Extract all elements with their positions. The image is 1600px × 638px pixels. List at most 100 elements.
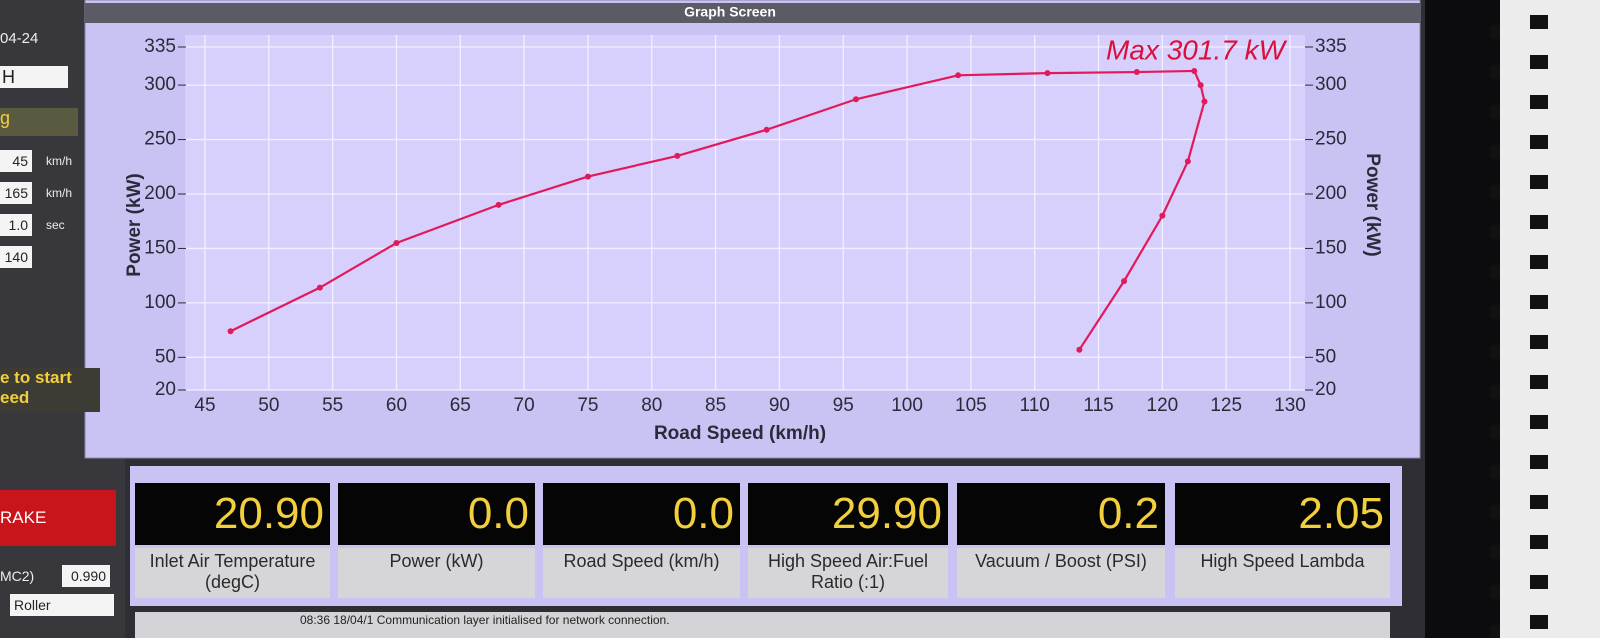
x-tick-label: 45 bbox=[194, 395, 215, 416]
gauge-label: High Speed Air:Fuel Ratio (:1) bbox=[748, 548, 948, 598]
gauge: 2.05 High Speed Lambda bbox=[1175, 483, 1390, 598]
field-unit: sec bbox=[46, 218, 65, 232]
field-value[interactable]: 1.0 bbox=[0, 214, 32, 236]
x-tick-label: 75 bbox=[577, 395, 598, 416]
y2-tick-label: 335 bbox=[1315, 36, 1347, 57]
gauge-value: 20.90 bbox=[135, 483, 330, 545]
chart: 45 50 55 60 65 70 75 80 85 90 95 100 105 110 115 120 125… bbox=[124, 34, 1383, 444]
gauge-value: 2.05 bbox=[1175, 483, 1390, 545]
roller[interactable]: Roller bbox=[10, 594, 114, 616]
y-tick-label: 300 bbox=[144, 74, 176, 95]
status-bar bbox=[135, 612, 1390, 638]
wall-hole bbox=[1530, 455, 1548, 469]
gauge-value: 29.90 bbox=[748, 483, 948, 545]
y-tick-label: 150 bbox=[144, 237, 176, 258]
y2-tick-label: 300 bbox=[1315, 74, 1347, 95]
y-tick-label: 100 bbox=[144, 292, 176, 313]
wall-hole bbox=[1530, 375, 1548, 389]
wall-hole bbox=[1530, 295, 1548, 309]
x-tick-label: 50 bbox=[258, 395, 279, 416]
gauge: 29.90 High Speed Air:Fuel Ratio (:1) bbox=[748, 483, 948, 598]
field-unit: km/h bbox=[46, 154, 73, 168]
wall-hole bbox=[1490, 545, 1500, 559]
x-tick-label: 55 bbox=[322, 395, 343, 416]
data-point bbox=[1076, 346, 1083, 353]
y2-tick-label: 250 bbox=[1315, 129, 1347, 150]
data-point bbox=[1159, 212, 1166, 219]
date: 04-24 bbox=[0, 30, 39, 47]
prompt-line: e to start bbox=[0, 368, 72, 387]
y-tick-label: 335 bbox=[144, 36, 176, 57]
y2-tick-label: 20 bbox=[1315, 379, 1336, 400]
wall-hole bbox=[1490, 25, 1500, 39]
status-text: 08:36 18/04/1 Communication layer initia… bbox=[300, 613, 670, 627]
x-tick-label: 85 bbox=[705, 395, 726, 416]
x-tick-label: 60 bbox=[386, 395, 407, 416]
data-point bbox=[1133, 69, 1140, 76]
y2-axis-label: Power (kW) bbox=[1362, 153, 1383, 256]
gauge-label: Road Speed (km/h) bbox=[543, 548, 740, 598]
wall-hole bbox=[1530, 15, 1548, 29]
mc-label: MC2) bbox=[0, 568, 35, 584]
gauge: 0.0 Road Speed (km/h) bbox=[543, 483, 740, 598]
y-tick-label: 200 bbox=[144, 183, 176, 204]
data-point bbox=[763, 126, 770, 133]
x-tick-label: 115 bbox=[1083, 395, 1113, 416]
gauge-value: 0.0 bbox=[543, 483, 740, 545]
wall bbox=[1500, 0, 1600, 638]
y2-tick-label: 150 bbox=[1315, 237, 1347, 258]
wall-hole bbox=[1530, 215, 1548, 229]
wall-hole bbox=[1530, 335, 1548, 349]
gauge-value: 0.2 bbox=[957, 483, 1165, 545]
brake-button[interactable]: RAKE bbox=[0, 490, 116, 546]
data-point bbox=[955, 72, 962, 79]
y-tick-label: 50 bbox=[155, 346, 176, 367]
data-point bbox=[495, 201, 502, 208]
wall-hole bbox=[1530, 615, 1548, 629]
gauge: 20.90 Inlet Air Temperature (degC) bbox=[135, 483, 330, 598]
power-line bbox=[230, 69, 1206, 351]
wall-hole bbox=[1530, 495, 1548, 509]
data-point bbox=[1121, 278, 1128, 285]
wall-hole bbox=[1530, 135, 1548, 149]
x-tick-label: 100 bbox=[891, 395, 923, 416]
label: g bbox=[0, 108, 78, 136]
field-value[interactable]: 165 bbox=[0, 182, 32, 204]
window-title: Graph Screen bbox=[684, 4, 776, 20]
x-tick-label: 90 bbox=[769, 395, 790, 416]
wall-hole bbox=[1490, 105, 1500, 119]
gauge: 0.2 Vacuum / Boost (PSI) bbox=[957, 483, 1165, 598]
wall-hole bbox=[1490, 385, 1500, 399]
wall-hole bbox=[1530, 575, 1548, 589]
wall-hole bbox=[1490, 185, 1500, 199]
wall-hole bbox=[1490, 625, 1500, 638]
wall-hole bbox=[1490, 345, 1500, 359]
mc-value[interactable]: 0.990 bbox=[62, 565, 110, 587]
wall-hole bbox=[1490, 65, 1500, 79]
max-annotation: Max 301.7 kW bbox=[1106, 34, 1288, 65]
dropdown[interactable]: H bbox=[0, 66, 68, 88]
data-point bbox=[1191, 67, 1198, 74]
wall-hole bbox=[1530, 415, 1548, 429]
x-tick-label: 130 bbox=[1274, 395, 1306, 416]
field-value[interactable]: 140 bbox=[0, 246, 32, 268]
x-tick-label: 125 bbox=[1210, 395, 1242, 416]
y-axis-label: Power (kW) bbox=[124, 173, 145, 276]
wall-hole bbox=[1490, 265, 1500, 279]
gauge-label: Vacuum / Boost (PSI) bbox=[957, 548, 1165, 598]
data-point bbox=[316, 284, 323, 291]
wall-hole bbox=[1490, 145, 1500, 159]
wall-hole bbox=[1530, 175, 1548, 189]
field-value[interactable]: 45 bbox=[0, 150, 32, 172]
wall-hole bbox=[1490, 425, 1500, 439]
data-point bbox=[1197, 82, 1204, 89]
plot-area bbox=[185, 35, 1305, 390]
wall-hole bbox=[1530, 95, 1548, 109]
gauge-label: Inlet Air Temperature (degC) bbox=[135, 548, 330, 598]
wall-hole bbox=[1530, 535, 1548, 549]
y2-tick-label: 100 bbox=[1315, 292, 1347, 313]
data-point bbox=[1201, 98, 1208, 105]
x-tick-label: 65 bbox=[450, 395, 471, 416]
gauge-value: 0.0 bbox=[338, 483, 535, 545]
